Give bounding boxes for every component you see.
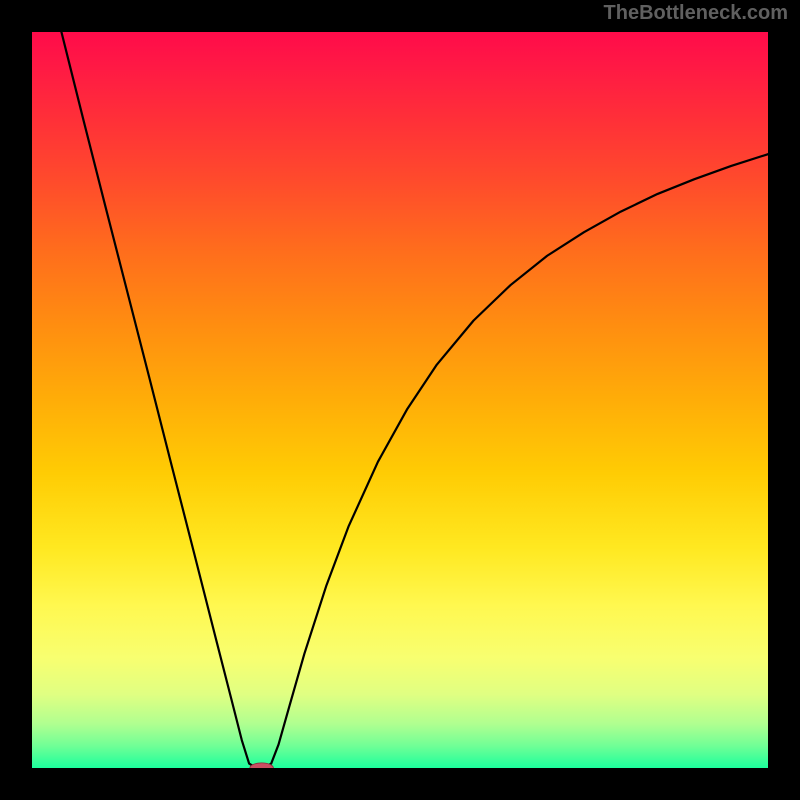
chart-container: TheBottleneck.com	[0, 0, 800, 800]
bottleneck-curve	[61, 32, 768, 768]
watermark-text: TheBottleneck.com	[604, 2, 788, 25]
curve-layer	[32, 32, 768, 768]
plot-area	[32, 32, 768, 768]
